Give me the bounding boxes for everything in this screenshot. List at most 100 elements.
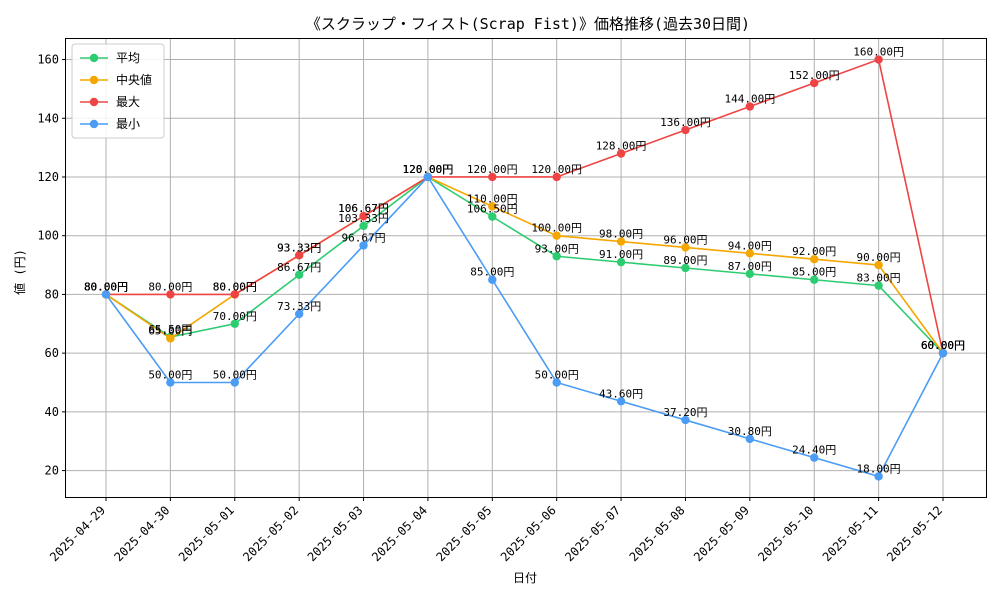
y-tick-label: 80 (45, 287, 59, 301)
data-point (745, 102, 755, 111)
data-point (488, 202, 497, 211)
y-tick-label: 100 (37, 229, 59, 243)
data-point (166, 334, 175, 343)
data-point (810, 254, 819, 264)
series-layer (101, 55, 948, 481)
legend-swatch-marker (89, 119, 99, 129)
data-label: 128.00円 (596, 140, 647, 153)
x-tick-label: 2025-05-03 (305, 503, 366, 564)
series-line (106, 58, 944, 354)
data-label: 120.00円 (531, 163, 582, 176)
data-point (552, 172, 561, 182)
data-label: 83.00円 (857, 272, 901, 285)
data-label: 60.00円 (921, 339, 965, 352)
data-point (745, 434, 755, 444)
data-label: 106.67円 (338, 202, 389, 215)
legend-label: 平均 (116, 51, 140, 65)
data-label: 60.00円 (921, 339, 965, 352)
y-tick-label: 160 (37, 53, 59, 67)
data-label: 80.00円 (213, 280, 257, 293)
data-point (681, 125, 690, 135)
data-label: 50.00円 (535, 369, 579, 382)
grid-layer (66, 39, 986, 497)
data-point (294, 251, 304, 260)
data-label: 73.33円 (277, 300, 321, 313)
x-tick-label: 2025-05-04 (369, 503, 430, 564)
data-point (552, 378, 561, 387)
data-point (745, 249, 755, 258)
data-point (488, 172, 497, 182)
data-label: 120.00円 (403, 163, 454, 176)
data-label: 106.50円 (467, 203, 518, 216)
data-point (294, 270, 304, 280)
data-point (294, 309, 304, 319)
data-label: 93.00円 (535, 242, 579, 255)
data-point (810, 78, 819, 88)
data-label-layer: 80.00円 65.50円 70.00円 86.67円 103.33円 120.00円 10… (84, 46, 965, 476)
data-label: 120.00円 (403, 163, 454, 176)
data-label: 18.00円 (857, 462, 901, 475)
data-point (681, 415, 690, 425)
data-point (810, 275, 819, 284)
data-label: 144.00円 (724, 93, 775, 106)
data-label: 89.00円 (663, 254, 707, 267)
data-label: 87.00円 (728, 260, 772, 273)
data-label: 60.00円 (921, 339, 965, 352)
data-point (230, 290, 239, 299)
data-label: 160.00円 (853, 46, 904, 59)
data-point (874, 281, 883, 290)
data-point (874, 472, 883, 481)
x-axis-label: 日付 (513, 571, 537, 585)
x-tick-label: 2025-04-30 (112, 503, 173, 564)
data-label: 91.00円 (599, 248, 643, 261)
legend-swatch-marker (89, 53, 99, 63)
data-point (616, 257, 626, 267)
legend-swatch-marker (89, 97, 99, 107)
data-label: 80.00円 (148, 280, 192, 293)
data-label: 80.00円 (84, 280, 128, 293)
data-point (681, 263, 690, 273)
data-point (359, 221, 368, 231)
data-label: 94.00円 (728, 239, 772, 252)
data-point (745, 269, 755, 279)
data-label: 37.20円 (663, 406, 707, 419)
x-tick-label: 2025-05-02 (240, 503, 301, 564)
data-point (101, 290, 111, 299)
data-label: 43.60円 (599, 387, 643, 400)
data-label: 136.00円 (660, 116, 711, 129)
data-label: 80.00円 (84, 280, 128, 293)
data-label: 60.00円 (921, 339, 965, 352)
y-tick-label: 20 (45, 464, 59, 478)
data-label: 85.00円 (470, 266, 514, 279)
data-label: 98.00円 (599, 228, 643, 241)
x-tick-label: 2025-05-01 (176, 503, 237, 564)
legend-label: 最小 (116, 117, 140, 131)
data-label: 93.33円 (277, 241, 321, 254)
x-tick-label: 2025-05-05 (433, 503, 494, 564)
data-label: 80.00円 (84, 280, 128, 293)
data-point (616, 237, 626, 246)
data-point (488, 275, 497, 284)
data-point (488, 212, 497, 221)
data-label: 90.00円 (857, 251, 901, 264)
data-point (166, 378, 175, 387)
y-tick-label: 60 (45, 346, 59, 360)
series-line (105, 175, 944, 478)
tick-layer: 2025-04-29 2025-04-30 2025-05-01 2025-05-02… (37, 53, 945, 565)
data-point (874, 260, 883, 270)
data-label: 86.67円 (277, 261, 321, 274)
data-point (359, 241, 368, 250)
y-axis-label: 値 (円) (12, 249, 27, 295)
data-label: 96.00円 (663, 233, 707, 246)
data-point (938, 348, 948, 358)
x-tick-label: 2025-05-09 (691, 503, 752, 564)
plot-frame (65, 38, 987, 498)
data-point (810, 453, 819, 462)
x-tick-label: 2025-05-07 (562, 503, 623, 564)
x-tick-label: 2025-04-29 (47, 503, 108, 564)
data-label: 80.00円 (213, 280, 257, 293)
data-point (166, 290, 175, 299)
